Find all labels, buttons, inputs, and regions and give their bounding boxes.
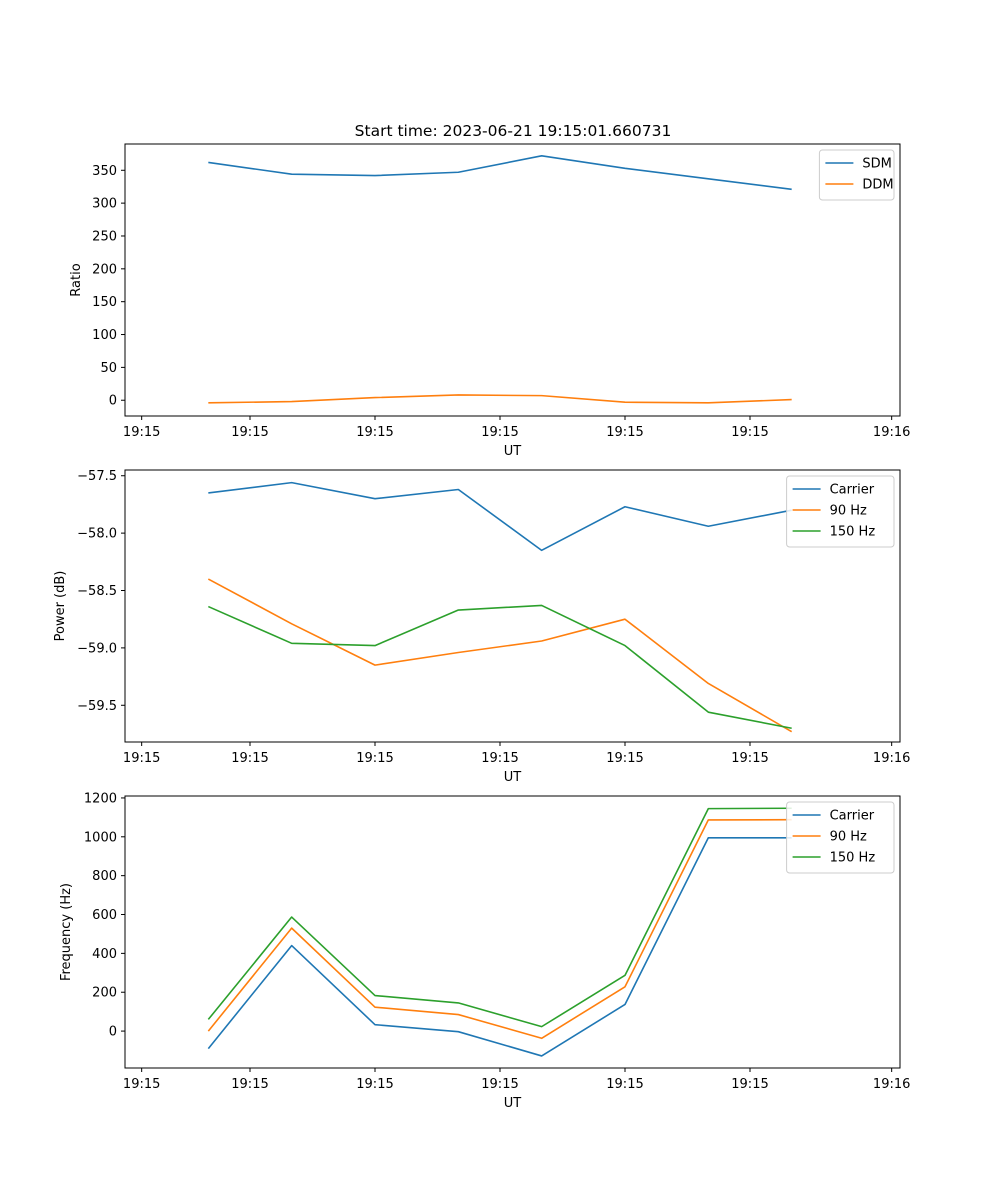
power-x-tick-label: 19:15 xyxy=(123,751,160,766)
power-x-tick-label: 19:15 xyxy=(356,751,393,766)
ratio-x-axis-label: UT xyxy=(504,444,522,459)
power-x-tick-label: 19:15 xyxy=(231,751,268,766)
ratio-y-tick-label: 200 xyxy=(92,262,117,277)
power-x-tick-label: 19:16 xyxy=(873,751,910,766)
frequency-series-line-150-hz xyxy=(207,807,792,1028)
ratio-y-tick-label: 0 xyxy=(109,394,117,409)
frequency-x-tick-label: 19:15 xyxy=(231,1077,268,1092)
ratio-y-tick-label: 150 xyxy=(92,295,117,310)
frequency-legend: Carrier 90 Hz 150 Hz xyxy=(786,801,895,874)
frequency-series-line-carrier xyxy=(207,836,792,1057)
ratio-axes-frame xyxy=(124,143,901,417)
ratio-y-tick-label: 300 xyxy=(92,197,117,212)
frequency-x-tick-label: 19:15 xyxy=(481,1077,518,1092)
frequency-y-tick-label: 200 xyxy=(92,986,117,1001)
power-y-tick-label: −58.0 xyxy=(77,527,117,542)
frequency-legend-label: 90 Hz xyxy=(830,830,867,845)
frequency-x-axis-label: UT xyxy=(504,1096,522,1111)
frequency-legend-box xyxy=(786,801,895,874)
frequency-axes-frame xyxy=(124,795,901,1069)
ratio-x-tick-label: 19:15 xyxy=(481,425,518,440)
frequency-legend-label: 150 Hz xyxy=(830,851,876,866)
power-legend-box xyxy=(786,475,895,548)
ratio-x-tick-label: 19:15 xyxy=(123,425,160,440)
power-legend: Carrier 90 Hz 150 Hz xyxy=(786,475,895,548)
power-legend-label: 150 Hz xyxy=(830,525,876,540)
frequency-y-tick-label: 1000 xyxy=(84,830,117,845)
ratio-series-line-sdm xyxy=(208,155,792,191)
power-series-line-carrier xyxy=(208,481,792,552)
ratio-legend-label: SDM xyxy=(862,157,891,172)
power-x-axis-label: UT xyxy=(504,770,522,785)
panel-ratio: 19:15 19:15 19:15 19:15 19:15 19:15 19:16 0 50 10… xyxy=(69,143,910,459)
power-y-tick-label: −59.5 xyxy=(77,699,117,714)
ratio-y-tick-label: 250 xyxy=(92,229,117,244)
power-x-tick-label: 19:15 xyxy=(481,751,518,766)
power-y-tick-label: −57.5 xyxy=(77,469,117,484)
frequency-y-tick-label: 400 xyxy=(92,947,117,962)
power-x-tick-label: 19:15 xyxy=(731,751,768,766)
frequency-y-tick-label: 600 xyxy=(92,908,117,923)
power-legend-label: 90 Hz xyxy=(830,504,867,519)
ratio-x-tick-label: 19:16 xyxy=(873,425,910,440)
power-x-tick-label: 19:15 xyxy=(606,751,643,766)
ratio-series-line-ddm xyxy=(208,394,792,404)
frequency-series-line-90-hz xyxy=(207,818,792,1040)
ratio-x-tick-label: 19:15 xyxy=(356,425,393,440)
power-y-tick-label: −58.5 xyxy=(77,584,117,599)
frequency-y-axis-label: Frequency (Hz) xyxy=(59,883,74,981)
frequency-legend-label: Carrier xyxy=(830,809,875,824)
frequency-x-tick-label: 19:15 xyxy=(731,1077,768,1092)
frequency-y-tick-label: 1200 xyxy=(84,791,117,806)
frequency-x-tick-label: 19:16 xyxy=(873,1077,910,1092)
ratio-x-tick-label: 19:15 xyxy=(606,425,643,440)
power-y-axis-label: Power (dB) xyxy=(53,571,68,642)
ratio-y-tick-label: 100 xyxy=(92,328,117,343)
frequency-x-tick-label: 19:15 xyxy=(606,1077,643,1092)
panel-power: 19:15 19:15 19:15 19:15 19:15 19:15 19:16 −57.5… xyxy=(53,469,910,785)
power-legend-label: Carrier xyxy=(830,483,875,498)
power-axes-frame xyxy=(124,469,901,743)
ratio-y-tick-label: 50 xyxy=(100,361,117,376)
ratio-x-tick-label: 19:15 xyxy=(231,425,268,440)
frequency-y-tick-label: 800 xyxy=(92,869,117,884)
ratio-y-tick-label: 350 xyxy=(92,164,117,179)
ratio-legend: SDM DDM xyxy=(818,149,895,201)
frequency-y-tick-label: 0 xyxy=(109,1025,117,1040)
frequency-x-tick-label: 19:15 xyxy=(356,1077,393,1092)
ratio-x-tick-label: 19:15 xyxy=(731,425,768,440)
power-series-line-150-hz xyxy=(208,604,792,730)
figure-title: Start time: 2023-06-21 19:15:01.660731 xyxy=(355,122,672,140)
ratio-y-axis-label: Ratio xyxy=(69,263,84,296)
power-y-tick-label: −59.0 xyxy=(77,641,117,656)
panel-frequency: 19:15 19:15 19:15 19:15 19:15 19:15 19:16 0 200 4… xyxy=(59,791,910,1111)
power-series-line-90-hz xyxy=(207,578,793,733)
frequency-x-tick-label: 19:15 xyxy=(123,1077,160,1092)
ratio-legend-label: DDM xyxy=(862,178,893,193)
